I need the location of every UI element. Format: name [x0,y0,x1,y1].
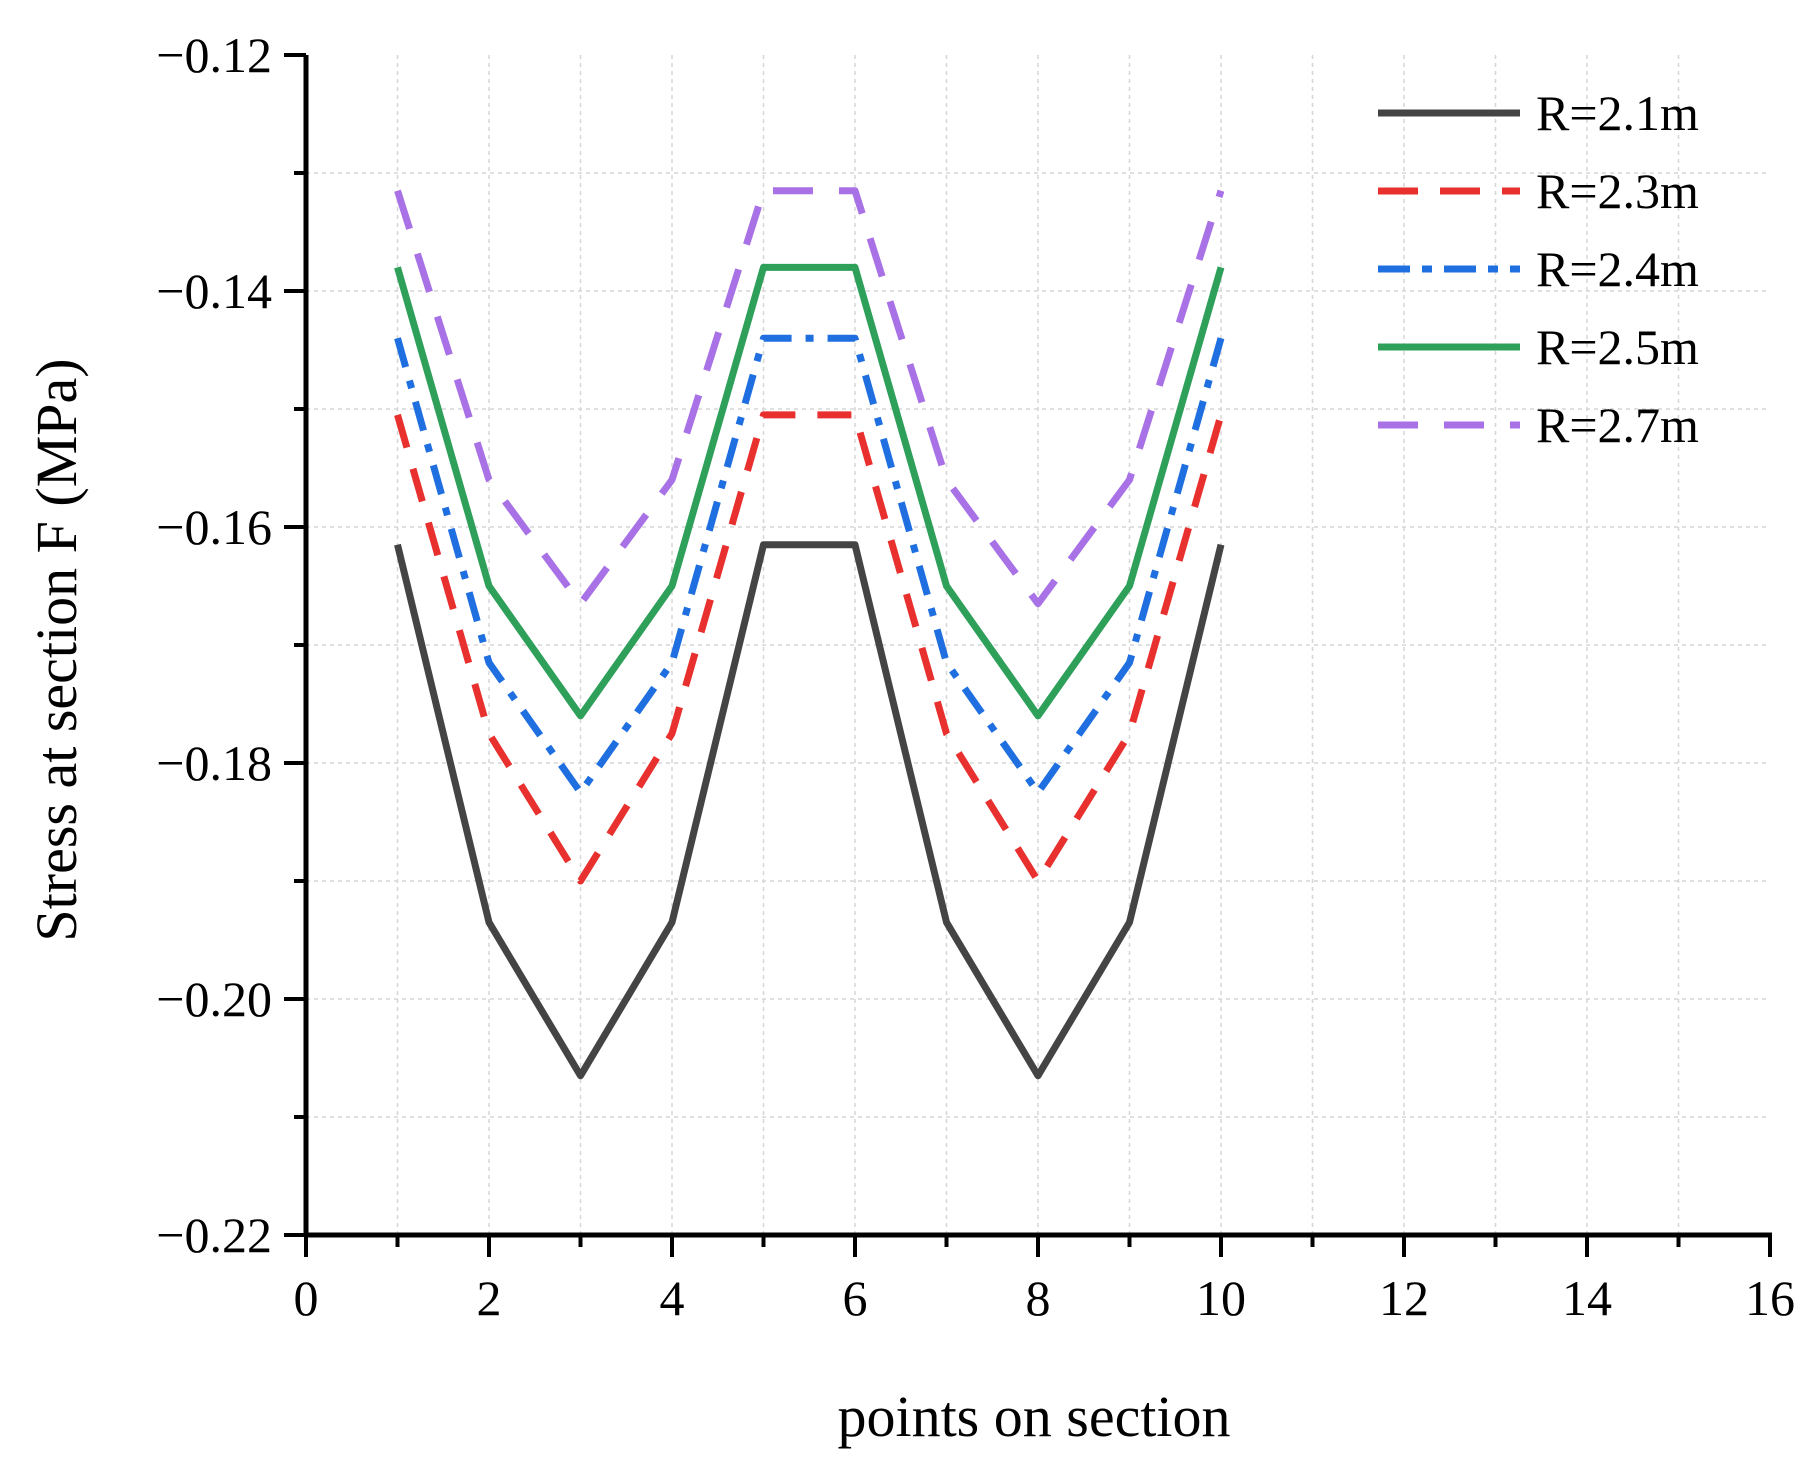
series-lines [394,187,1225,1080]
y-tick-label: −0.16 [156,499,272,555]
y-tick-label: −0.20 [156,971,272,1027]
series-line-r-2-3m [394,411,1225,885]
x-tick-label: 2 [477,1270,502,1326]
tick-marks [284,53,1772,1257]
x-tick-label: 14 [1562,1270,1612,1326]
grid-lines [306,55,1770,1235]
tick-labels: 0 2 4 6 8 10 12 14 16 −0.22 −0.20 −0.18 −0.16 −0.14 −0… [156,27,1795,1326]
y-tick-label: −0.18 [156,735,272,791]
series-line-r-2-7m [394,187,1225,608]
legend-label: R=2.7m [1536,397,1699,453]
x-tick-label: 8 [1026,1270,1051,1326]
x-tick-label: 6 [843,1270,868,1326]
legend-label: R=2.3m [1536,163,1699,219]
y-tick-label: −0.14 [156,263,272,319]
legend-label: R=2.5m [1536,319,1699,375]
x-tick-label: 4 [660,1270,685,1326]
y-tick-label: −0.12 [156,27,272,83]
series-line-r-2-1m [394,541,1225,1080]
legend: R=2.1m R=2.3m R=2.4m R=2.5m R=2.7m [1378,85,1699,453]
series-line-r-2-5m [394,263,1225,720]
x-tick-label: 10 [1196,1270,1246,1326]
y-tick-label: −0.22 [156,1207,272,1263]
x-tick-label: 16 [1745,1270,1795,1326]
series-line-r-2-4m [394,334,1225,796]
legend-label: R=2.4m [1536,241,1699,297]
x-tick-label: 12 [1379,1270,1429,1326]
x-axis-title: points on section [837,1384,1230,1449]
x-tick-label: 0 [294,1270,319,1326]
legend-label: R=2.1m [1536,85,1699,141]
y-axis-title: Stress at section F (MPa) [24,358,89,941]
